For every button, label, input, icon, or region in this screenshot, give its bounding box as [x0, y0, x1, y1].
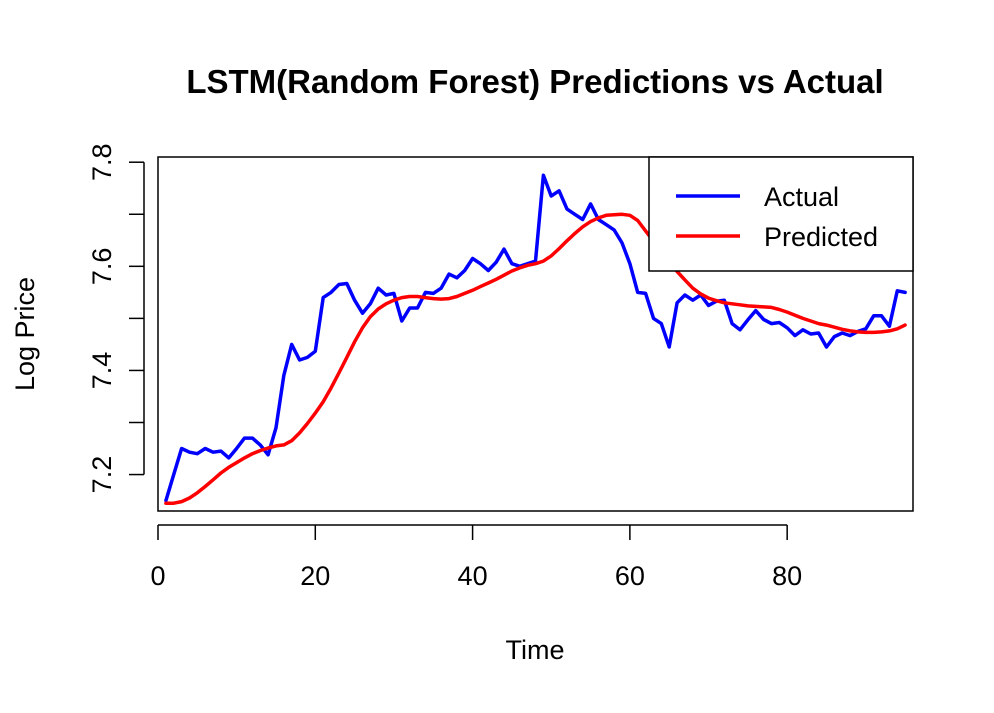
axes: 0 20 40 60 80 7.2 7.4 7.6 7.8	[87, 143, 802, 591]
y-tick-label: 7.2	[87, 456, 117, 494]
x-tick-label: 80	[772, 561, 802, 591]
plot-frame	[157, 156, 914, 512]
y-tick-label: 7.8	[87, 143, 117, 181]
x-axis-label: Time	[506, 635, 565, 665]
legend-label-predicted: Predicted	[764, 222, 878, 252]
y-tick-label: 7.4	[87, 352, 117, 390]
legend-label-actual: Actual	[764, 182, 839, 212]
y-tick-label: 7.6	[87, 248, 117, 286]
legend-box	[648, 156, 914, 272]
x-tick-label: 20	[300, 561, 330, 591]
series-line-actual	[164, 173, 907, 503]
chart-title: LSTM(Random Forest) Predictions vs Actua…	[186, 63, 883, 100]
legend: Actual Predicted	[648, 156, 914, 272]
series-line-predicted	[164, 212, 907, 505]
x-tick-label: 60	[615, 561, 645, 591]
y-axis-label: Log Price	[10, 277, 40, 391]
x-tick-label: 0	[150, 561, 165, 591]
series-layer	[164, 173, 907, 505]
x-tick-label: 40	[458, 561, 488, 591]
